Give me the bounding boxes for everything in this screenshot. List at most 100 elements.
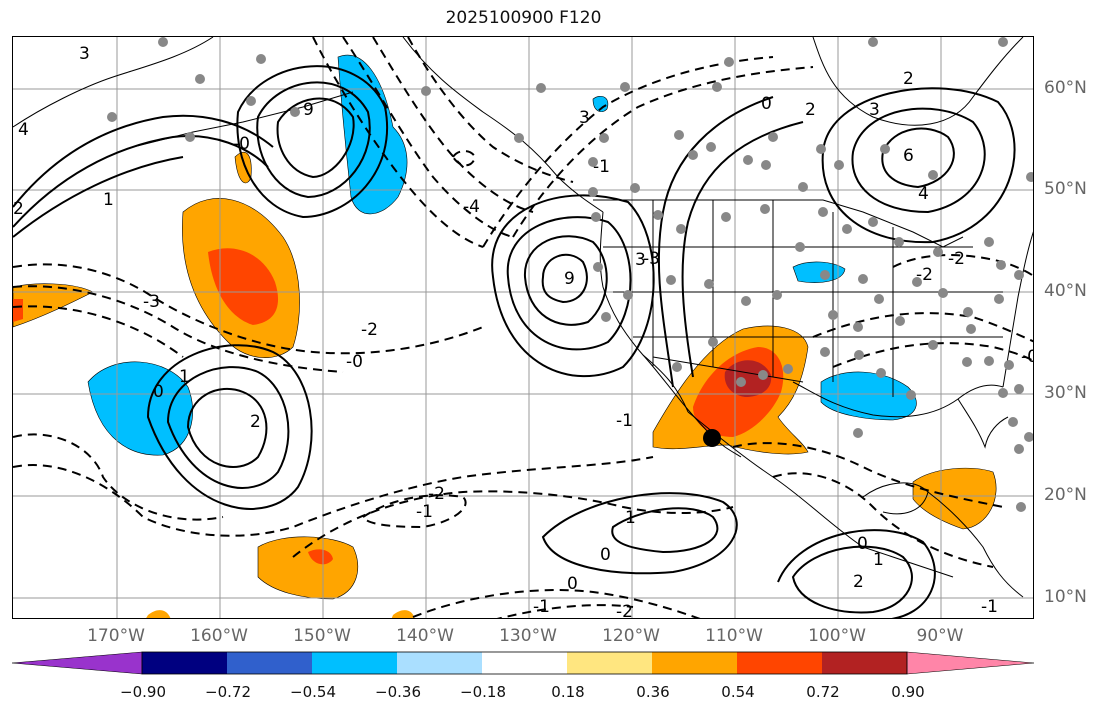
warm-anomaly-eastern-pacific-south (257, 536, 359, 600)
contour-label: 1 (179, 367, 190, 387)
warm-anomaly-bottom-edge (391, 610, 415, 618)
contour-label: 2 (805, 100, 816, 120)
contour-label: -2 (916, 265, 933, 285)
contour-label: 0 (857, 534, 868, 554)
contour-label: 3 (635, 250, 646, 270)
lon-label-100w: 100°W (808, 626, 866, 646)
west-coast-north-america (599, 211, 689, 413)
southern-solid-contour (791, 545, 913, 614)
siberia-coast (13, 37, 214, 128)
north-pacific-dashed-arc (482, 56, 774, 248)
contour-label: 0 (153, 382, 164, 402)
hudson-bay-coast (812, 37, 1024, 126)
colorbar-tick: −0.18 (460, 683, 506, 701)
contour-label: -3 (143, 292, 160, 312)
contour-label: -1 (416, 502, 433, 522)
strong-warm-anomaly-central-pacific (208, 248, 279, 325)
contour-label: -2 (616, 602, 633, 619)
florida-peninsula (957, 398, 1009, 449)
midlatitude-trough-dashed (312, 37, 484, 248)
contour-label: 1 (873, 550, 884, 570)
colorbar-segment-2 (227, 652, 312, 674)
us-mexico-border (652, 356, 804, 383)
contour-label: -2 (428, 484, 445, 504)
cool-anomaly-gulf-of-mexico (820, 371, 917, 421)
lat-label-10n: 10°N (1044, 587, 1087, 607)
warm-anomaly-caribbean (912, 467, 997, 530)
aleutian-low-center (276, 97, 355, 179)
contour-label: 4 (918, 184, 929, 204)
contour-label: 0 (567, 574, 578, 594)
contour-label: -3 (643, 249, 660, 269)
contour-label: 2 (250, 412, 261, 432)
colorbar-segment-7 (652, 652, 737, 674)
graticule (13, 37, 1033, 618)
state-boundaries-2 (603, 246, 1003, 338)
lon-label-160w: 160°W (190, 626, 248, 646)
subtropical-high-pacific (186, 387, 268, 468)
lon-label-130w: 130°W (499, 626, 557, 646)
colorbar-tick: 0.54 (721, 683, 755, 701)
cool-anomaly-central-us (792, 261, 846, 283)
lon-label-120w: 120°W (602, 626, 660, 646)
contour-label: -1 (616, 411, 633, 431)
contour-label: 9 (564, 269, 575, 289)
contour-label: -4 (463, 197, 480, 217)
contour-label: 6 (903, 146, 914, 166)
lat-label-40n: 40°N (1044, 281, 1087, 301)
contour-label: 1 (625, 508, 636, 528)
colorbar-tick: 0.36 (636, 683, 670, 701)
yucatan-coast (862, 482, 929, 515)
warm-anomaly-bottom-left (146, 610, 171, 618)
mexico-pacific-coast (687, 411, 954, 578)
colorbar-tick: −0.54 (290, 683, 336, 701)
contour-label: -1 (593, 157, 610, 177)
colorbar-tick: 0.18 (551, 683, 585, 701)
colorbar-segment-5 (482, 652, 567, 674)
eastern-pacific-trough-solid (611, 507, 719, 554)
colorbar-tick: −0.90 (120, 683, 166, 701)
marker-black-dot (703, 429, 721, 447)
warm-anomaly-northern-pacific-small (234, 152, 252, 184)
colorbar-tick: −0.72 (205, 683, 251, 701)
contour-label: 1 (103, 190, 114, 210)
contour-label: 2 (13, 199, 24, 219)
colorbar-segment-9 (822, 652, 907, 674)
dashed-contours (13, 37, 1033, 618)
contour-label: -2 (361, 320, 378, 340)
map-svg: 3 4 2 1 9 -3 -2 -0 0 1 2 -4 3 -1 -2 -1 0… (13, 37, 1034, 619)
colorbar-segment-8 (737, 652, 822, 674)
colorbar (12, 651, 1035, 675)
lat-label-20n: 20°N (1044, 485, 1087, 505)
hudson-bay-high-ring-1 (881, 127, 955, 189)
subtropics-dashed-1 (13, 433, 224, 521)
colorbar-tick: −0.36 (375, 683, 421, 701)
high-off-california (541, 253, 588, 304)
us-canada-border (593, 199, 964, 248)
alaska-coast (402, 37, 604, 213)
contour-label: -1 (533, 597, 550, 617)
colorbar-segment-3 (312, 652, 397, 674)
state-boundaries-1 (652, 200, 894, 397)
lat-label-60n: 60°N (1044, 78, 1087, 98)
contour-label: 9 (303, 100, 314, 120)
lon-label-170w: 170°W (87, 626, 145, 646)
warm-anomaly-west-edge-core (13, 299, 23, 322)
central-america (927, 491, 1024, 598)
contour-label: 3 (79, 44, 90, 64)
contour-label: 3 (579, 108, 590, 128)
contour-label: -0 (1021, 347, 1034, 367)
lon-label-110w: 110°W (705, 626, 763, 646)
lat-label-50n: 50°N (1044, 179, 1087, 199)
gulf-of-mexico-coast (792, 381, 1004, 418)
colorbar-tick: 0.90 (891, 683, 925, 701)
extreme-warm-anomaly-mexico (724, 360, 772, 397)
lon-label-150w: 150°W (293, 626, 351, 646)
contour-labels: 3 4 2 1 9 -3 -2 -0 0 1 2 -4 3 -1 -2 -1 0… (13, 44, 1034, 619)
lon-label-90w: 90°W (916, 626, 964, 646)
station-dots (107, 37, 1033, 512)
strong-warm-anomaly-eastern-pacific-south (308, 549, 333, 565)
contour-label: 0 (761, 94, 772, 114)
contour-label: 4 (18, 120, 29, 140)
west-us-ridge (657, 96, 774, 388)
